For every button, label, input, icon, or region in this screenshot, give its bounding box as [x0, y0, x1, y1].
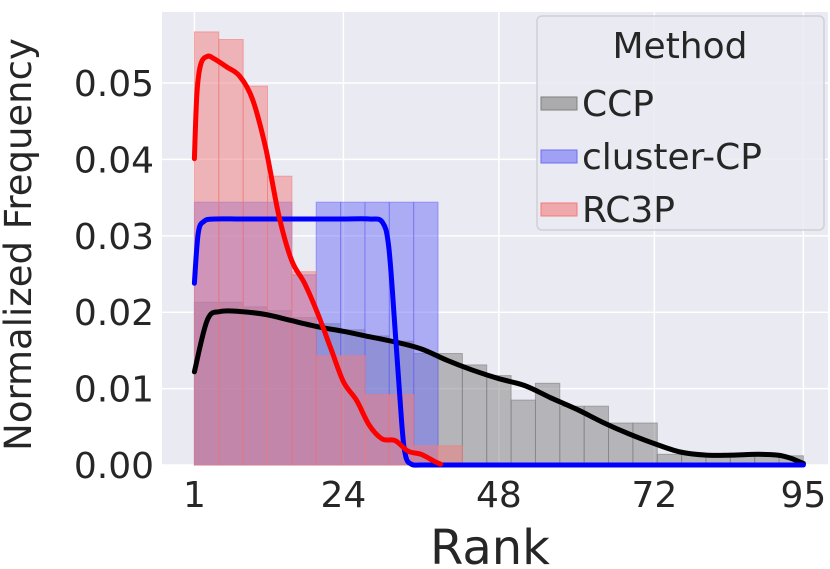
x-tick-label: 1: [183, 475, 206, 516]
histograms: [193, 31, 804, 466]
legend-swatch: [540, 149, 578, 164]
legend-swatch: [540, 202, 578, 217]
legend-swatch: [540, 96, 578, 111]
y-tick-label: 0.02: [74, 293, 154, 334]
legend-title: Method: [612, 26, 747, 67]
legend-label: CCP: [582, 84, 654, 125]
x-tick-label: 48: [476, 475, 522, 516]
x-tick-label: 24: [320, 475, 366, 516]
y-tick-label: 0.04: [74, 140, 154, 181]
legend-item-rc3p: RC3P: [540, 190, 675, 231]
kde-line-cluster-cp: [191, 216, 806, 468]
legend-label: cluster-CP: [582, 137, 762, 178]
legend: Method CCP cluster-CP RC3P: [536, 15, 825, 231]
legend-item-ccp: CCP: [540, 84, 654, 125]
y-tick-label: 0.01: [74, 370, 154, 411]
legend-items: CCP cluster-CP RC3P: [540, 84, 762, 231]
y-axis-title: Normalized Frequency: [0, 38, 40, 451]
y-ticks: 0.00 0.01 0.02 0.03 0.04 0.05: [74, 64, 154, 487]
y-tick-label: 0.05: [74, 64, 154, 105]
y-tick-label: 0.00: [74, 446, 154, 487]
x-ticks: 1 24 48 72 95: [183, 475, 826, 516]
kde-line-rc3p: [191, 53, 444, 467]
x-tick-label: 72: [631, 475, 677, 516]
legend-item-cluster-cp: cluster-CP: [540, 137, 762, 178]
x-tick-label: 95: [780, 475, 826, 516]
kde-lines: [191, 53, 806, 468]
legend-box: [536, 15, 825, 231]
x-axis-title: Rank: [430, 520, 550, 569]
legend-label: RC3P: [582, 190, 675, 231]
y-tick-label: 0.03: [74, 217, 154, 258]
kde-line-ccp: [191, 308, 806, 466]
hist-area: [194, 31, 804, 466]
